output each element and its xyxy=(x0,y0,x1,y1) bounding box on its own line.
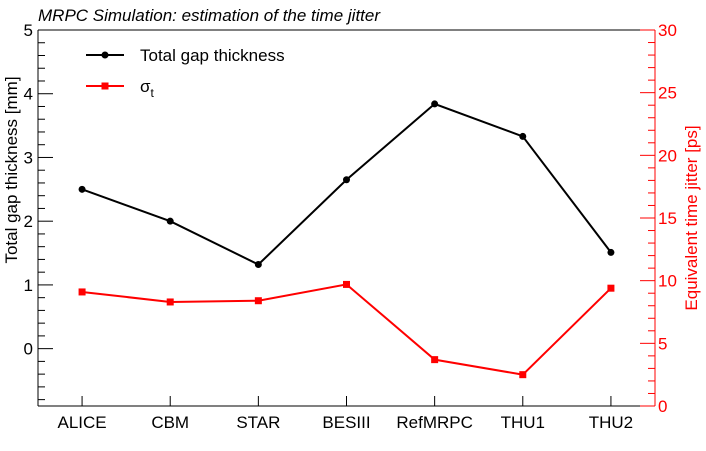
right-axis: 0 5 10 15 20 25 30 xyxy=(640,21,677,416)
series-layer xyxy=(78,100,615,379)
series-1-point xyxy=(78,288,86,296)
series-1-point xyxy=(519,371,527,379)
series-1-point xyxy=(166,298,174,306)
series-line-0 xyxy=(81,102,612,266)
y2-axis-label: Equivalent time jitter [ps] xyxy=(682,125,701,310)
legend-marker-jitter xyxy=(101,82,109,90)
left-tick-label: 4 xyxy=(24,85,33,104)
right-tick-label: 10 xyxy=(658,272,677,291)
left-tick-label: 1 xyxy=(24,276,33,295)
x-tick-label: ALICE xyxy=(58,413,107,432)
left-axis: 0 1 2 3 4 5 xyxy=(24,21,53,406)
x-tick-label: BESIII xyxy=(322,413,370,432)
series-1-point xyxy=(343,280,350,288)
y-axis-label: Total gap thickness [mm] xyxy=(2,76,21,263)
right-tick-label: 0 xyxy=(658,397,667,416)
left-tick-label: 0 xyxy=(24,340,33,359)
right-tick-label: 5 xyxy=(658,334,667,353)
right-tick-label: 20 xyxy=(658,146,677,165)
x-tick-label: CBM xyxy=(151,413,189,432)
legend-label-jitter-sub: t xyxy=(151,86,155,100)
x-tick-label: THU2 xyxy=(589,413,633,432)
x-tick-label: THU1 xyxy=(501,413,545,432)
series-0-point xyxy=(431,100,439,108)
series-1-point xyxy=(431,356,439,364)
series-0-point xyxy=(254,261,262,269)
x-tick-label: RefMRPC xyxy=(396,413,473,432)
left-tick-label: 5 xyxy=(24,21,33,40)
chart-title: MRPC Simulation: estimation of the time … xyxy=(38,6,381,25)
left-tick-label: 2 xyxy=(24,212,33,231)
series-line-1 xyxy=(81,283,612,376)
series-0-point xyxy=(519,132,527,140)
right-tick-label: 30 xyxy=(658,21,677,40)
x-axis: ALICE CBM STAR BESIII RefMRPC THU1 THU2 xyxy=(58,396,633,432)
series-0-point xyxy=(343,176,350,184)
x-tick-label: STAR xyxy=(236,413,280,432)
right-tick-label: 25 xyxy=(658,84,677,103)
series-0-point xyxy=(78,185,86,193)
right-tick-label: 15 xyxy=(658,209,677,228)
left-tick-label: 3 xyxy=(24,148,33,167)
plot-frame xyxy=(38,29,655,407)
legend-marker-thickness xyxy=(101,51,109,59)
series-0-point xyxy=(166,217,174,225)
legend-label-jitter: σt xyxy=(140,77,155,100)
series-0-point xyxy=(607,248,615,256)
legend: Total gap thickness σt xyxy=(86,46,285,100)
series-1-point xyxy=(254,297,262,305)
series-1-point xyxy=(607,284,615,292)
legend-label-thickness: Total gap thickness xyxy=(140,46,285,65)
